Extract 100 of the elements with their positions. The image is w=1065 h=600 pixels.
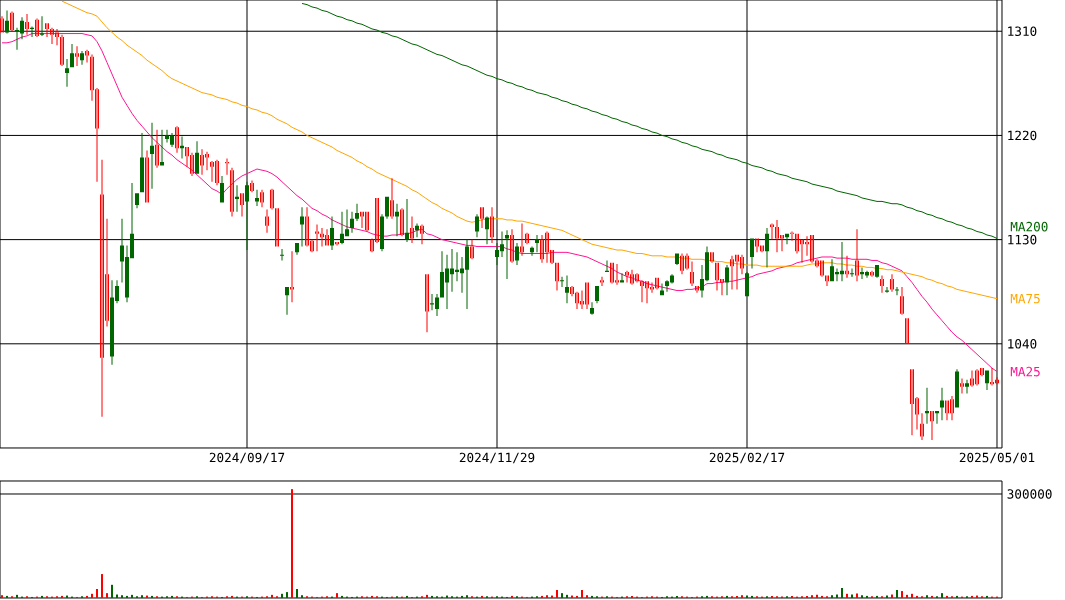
bar: [856, 593, 858, 598]
candlestick: [45, 23, 50, 38]
candlestick: [960, 378, 964, 394]
candlestick: [525, 232, 529, 245]
bar: [541, 595, 543, 598]
bar: [791, 595, 793, 598]
bar: [941, 593, 943, 598]
bar: [41, 595, 44, 598]
series-label: MA200: [1010, 221, 1048, 232]
candlestick: [890, 274, 894, 292]
candlestick: [390, 178, 394, 219]
candlestick: [180, 136, 185, 159]
candlestick: [230, 167, 235, 217]
candlestick: [265, 209, 270, 233]
bar: [806, 595, 808, 598]
candlestick: [470, 239, 474, 260]
candlestick: [25, 13, 30, 35]
bar: [986, 595, 988, 598]
bar: [111, 584, 114, 598]
bar: [841, 587, 843, 598]
candlestick: [100, 159, 105, 417]
bar: [426, 594, 429, 598]
candlestick: [290, 251, 295, 303]
y-tick-label: 1040: [1008, 339, 1037, 349]
bar: [86, 595, 89, 598]
candlestick: [405, 199, 410, 242]
bar: [926, 595, 928, 598]
x-tick-label: 2024/09/17: [209, 452, 285, 464]
bar: [631, 595, 633, 598]
bar: [271, 594, 274, 598]
bar: [771, 595, 773, 598]
bar: [341, 595, 344, 598]
bar: [846, 593, 848, 598]
candlestick: [425, 274, 429, 333]
candlestick: [40, 16, 45, 36]
candlestick: [850, 268, 854, 277]
candlestick: [60, 34, 65, 66]
candlestick: [270, 188, 275, 210]
candlestick: [160, 129, 165, 166]
bar: [6, 595, 9, 598]
candlestick: [275, 208, 280, 247]
bar: [286, 592, 289, 598]
candlestick: [600, 276, 604, 286]
candlestick: [870, 270, 874, 277]
candlestick: [790, 231, 794, 241]
candlestick: [155, 129, 160, 168]
bar: [461, 595, 464, 598]
bar: [566, 594, 568, 598]
candlestick: [210, 160, 215, 182]
y-tick-label: 1130: [1008, 234, 1037, 245]
candlestick: [150, 122, 155, 189]
candlestick: [200, 149, 205, 175]
bar: [481, 595, 484, 598]
bar: [301, 595, 304, 598]
bar: [171, 595, 174, 598]
bar: [811, 595, 813, 598]
bar: [121, 595, 124, 598]
bar: [916, 595, 918, 598]
candlestick: [145, 150, 150, 203]
candlestick: [0, 16, 5, 33]
bar: [736, 595, 738, 598]
candlestick: [605, 260, 609, 273]
candlestick: [880, 275, 884, 293]
bar: [61, 595, 64, 598]
candlestick: [35, 18, 40, 38]
bar: [291, 489, 294, 598]
bar: [741, 595, 743, 598]
bar: [896, 590, 898, 598]
bar: [751, 595, 753, 598]
bar: [336, 593, 339, 598]
candlestick: [300, 207, 305, 247]
candlestick: [225, 158, 230, 175]
bar: [231, 595, 234, 598]
candlestick: [555, 262, 559, 291]
candlestick: [240, 193, 245, 217]
bar: [821, 595, 823, 598]
bar: [911, 593, 913, 598]
candlestick: [10, 11, 15, 32]
candlestick: [75, 46, 80, 66]
bar: [901, 591, 903, 598]
bar: [931, 595, 933, 598]
candlestick: [480, 207, 484, 229]
candlestick: [320, 228, 325, 247]
candlestick: [920, 413, 924, 440]
bar: [96, 588, 99, 598]
candlestick: [905, 318, 909, 344]
bar: [876, 595, 878, 598]
bar: [131, 594, 134, 598]
candlestick: [410, 216, 415, 244]
bar: [91, 593, 94, 598]
candlestick: [895, 287, 899, 296]
candlestick: [885, 287, 889, 293]
candlestick: [965, 379, 969, 394]
candlestick: [400, 208, 405, 237]
candlestick: [520, 223, 524, 256]
bar: [726, 595, 728, 598]
candlestick: [845, 255, 849, 278]
candlestick: [825, 275, 829, 286]
x-tick-label: 2025/02/17: [709, 452, 785, 464]
candlestick: [260, 189, 265, 208]
